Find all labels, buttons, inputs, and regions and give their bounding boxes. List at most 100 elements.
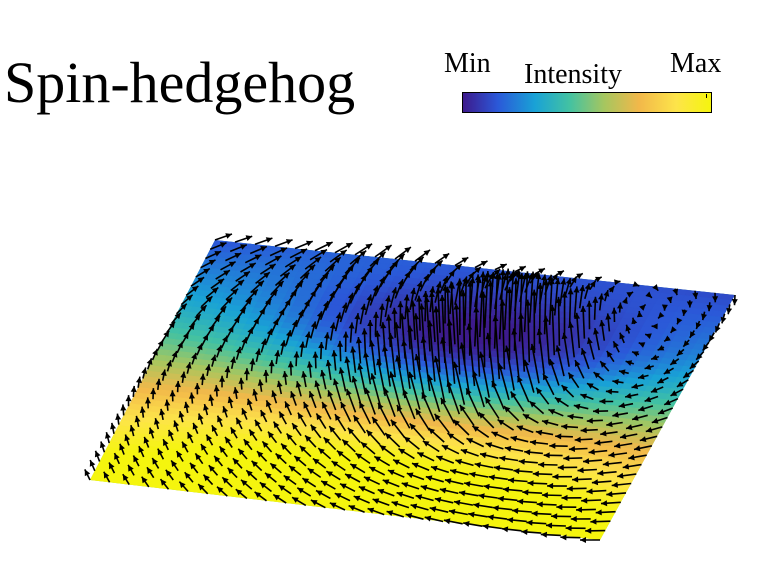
spin-arrow-head: [237, 280, 244, 287]
spin-arrow-head: [266, 400, 272, 407]
spin-arrow-head: [145, 397, 151, 404]
spin-arrow-head: [219, 375, 226, 382]
spin-arrow-head: [271, 390, 278, 398]
spin-arrow-head: [152, 458, 158, 465]
spin-arrow-head: [417, 256, 424, 264]
spin-arrow-head: [389, 371, 395, 379]
spin-arrow-head: [373, 311, 379, 318]
spin-arrow-head: [567, 288, 574, 295]
spin-arrow-head: [251, 289, 258, 296]
spin-arrow-head: [89, 460, 96, 467]
spin-arrow-head: [490, 272, 496, 279]
spin-arrow-head: [523, 359, 530, 367]
spin-arrow-head: [584, 283, 591, 290]
spin-arrow-head: [299, 445, 307, 453]
spin-arrow-head: [510, 269, 517, 276]
spin-arrow-head: [410, 287, 417, 295]
spin-arrow-head: [173, 420, 180, 428]
spin-arrow-head: [597, 470, 604, 476]
spin-arrow-head: [397, 279, 404, 286]
spin-arrow-head: [652, 284, 659, 291]
spin-arrow-head: [600, 361, 607, 368]
spin-arrow-head: [546, 522, 553, 529]
spin-arrow-head: [536, 387, 543, 395]
spin-arrow-head: [191, 352, 197, 360]
spin-arrow-head: [361, 442, 368, 449]
spin-arrow-head: [348, 322, 355, 329]
spin-arrow-head: [125, 395, 132, 402]
spin-arrow-head: [407, 325, 414, 332]
spin-arrow-head: [350, 346, 357, 353]
spin-arrow-head: [269, 264, 276, 270]
spin-arrow-head: [289, 465, 296, 472]
spin-arrow-head: [415, 408, 422, 416]
spin-arrow: [446, 380, 461, 415]
spin-arrow-head: [595, 276, 602, 283]
spin-arrow-head: [294, 456, 301, 463]
spin-arrow-head: [516, 425, 524, 432]
spin-arrow-head: [447, 433, 455, 439]
spin-arrow-head: [561, 291, 568, 298]
spin-arrow-head: [335, 312, 342, 319]
spin-arrow-head: [402, 388, 409, 396]
spin-arrow-head: [472, 426, 480, 432]
spin-arrow-head: [290, 289, 297, 297]
spin-arrow-head: [429, 506, 437, 513]
spin-arrow-head: [424, 515, 432, 522]
spin-arrow-head: [519, 266, 526, 272]
spin-arrow-head: [321, 480, 328, 487]
spin-arrow: [538, 328, 545, 374]
colorbar-gradient: [462, 92, 712, 113]
spin-arrow-head: [260, 410, 267, 417]
spin-arrow-head: [234, 253, 242, 259]
spin-arrow-head: [530, 343, 536, 351]
colorbar-title: Intensity: [524, 59, 622, 90]
spin-arrow-head: [626, 424, 633, 431]
spin-arrow-head: [297, 487, 304, 494]
spin-arrow-head: [157, 448, 164, 456]
spin-arrow: [518, 273, 523, 342]
spin-arrow-head: [557, 270, 564, 277]
spin-arrow-head: [726, 307, 733, 315]
spin-arrow-head: [606, 421, 613, 428]
spin-arrow-head: [645, 333, 652, 339]
spin-arrow-head: [517, 375, 523, 383]
spin-arrow-head: [573, 403, 581, 410]
spin-arrow-head: [576, 273, 583, 280]
spin-arrow-head: [358, 486, 366, 492]
spin-arrow-head: [341, 273, 348, 280]
spin-arrow-head: [398, 448, 406, 455]
spin-arrow-head: [367, 320, 374, 326]
spin-arrow-head: [701, 313, 707, 321]
spin-arrow-head: [492, 505, 499, 512]
spin-arrow-head: [491, 380, 498, 388]
spin-arrow: [415, 353, 426, 401]
spin-arrow-head: [427, 320, 433, 327]
spin-arrow-head: [347, 265, 354, 272]
spin-arrow-head: [592, 296, 599, 303]
spin-arrow-head: [84, 469, 91, 477]
spin-arrow-head: [227, 396, 234, 404]
spin-arrow-head: [676, 349, 684, 356]
spin-arrow-head: [543, 315, 550, 322]
spin-arrow-head: [310, 500, 318, 506]
spin-arrow-head: [620, 433, 627, 440]
spin-arrow-head: [320, 249, 327, 256]
spin-arrow-head: [599, 320, 606, 327]
spin-arrow-head: [310, 290, 316, 297]
spin-arrow-head: [122, 474, 129, 481]
spin-arrow-head: [208, 394, 215, 402]
spin-arrow-head: [169, 321, 175, 329]
spin-arrow-head: [422, 440, 430, 447]
spin-arrow-head: [155, 378, 162, 386]
spin-arrow-head: [214, 455, 221, 463]
spin-arrow-head: [143, 436, 150, 444]
spin-arrow-head: [335, 414, 341, 421]
spin-arrow-head: [281, 443, 288, 450]
spin-arrow-head: [692, 292, 699, 299]
spin-arrow-head: [220, 306, 227, 313]
spin-arrow-head: [208, 465, 215, 472]
spin-arrow-head: [504, 406, 511, 413]
spin-arrow-head: [617, 472, 624, 479]
spin-arrow-head: [670, 326, 677, 333]
